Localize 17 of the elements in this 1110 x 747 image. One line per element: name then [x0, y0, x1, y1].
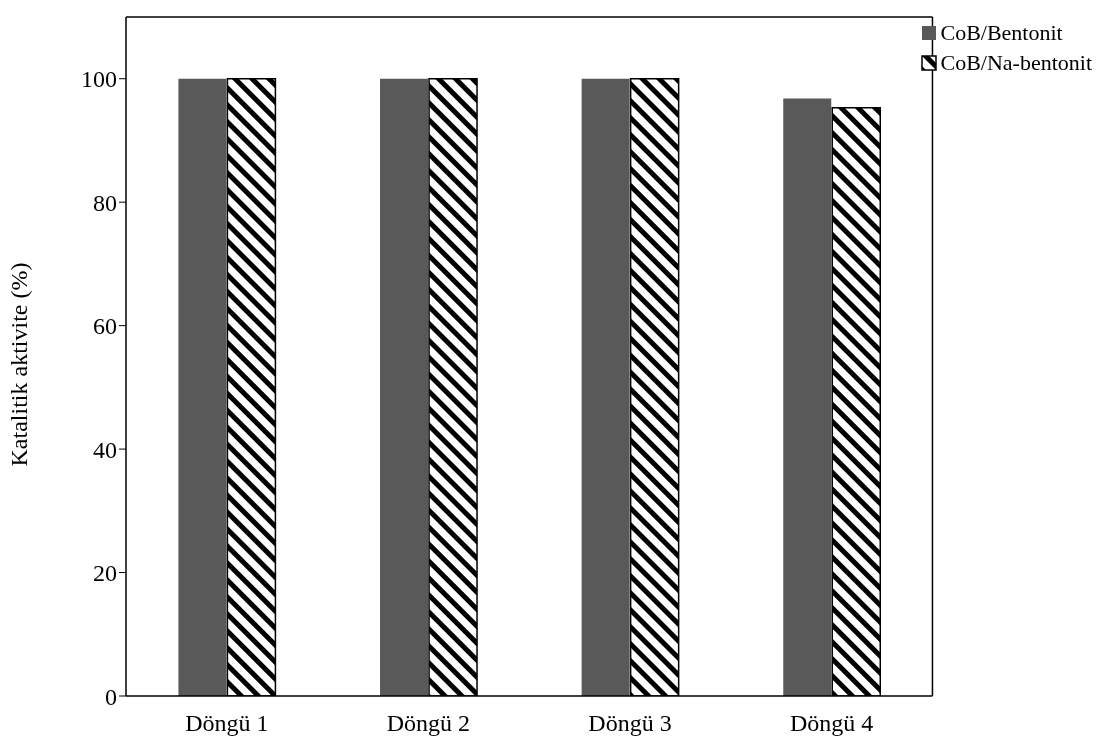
y-tick-label: 100: [81, 66, 117, 93]
y-tick-label: 60: [93, 313, 117, 340]
y-tick-label: 0: [105, 683, 117, 710]
x-tick-label: Döngü 3: [588, 710, 672, 737]
x-tick-label: Döngü 4: [789, 710, 874, 737]
y-tick-label: 20: [93, 560, 117, 587]
bar: [178, 78, 227, 696]
bar: [783, 98, 832, 696]
legend-label: CoB/Bentonit: [940, 19, 1063, 47]
bar: [581, 78, 630, 696]
y-axis-title: Katalitik aktivite (%): [5, 262, 32, 467]
y-tick-label: 80: [93, 189, 117, 216]
y-tick-label: 40: [93, 436, 117, 463]
x-tick-label: Döngü 2: [386, 710, 471, 737]
bar: [380, 78, 429, 696]
legend-label: CoB/Na-bentonit: [940, 49, 1092, 77]
x-tick-label: Döngü 1: [185, 710, 269, 737]
